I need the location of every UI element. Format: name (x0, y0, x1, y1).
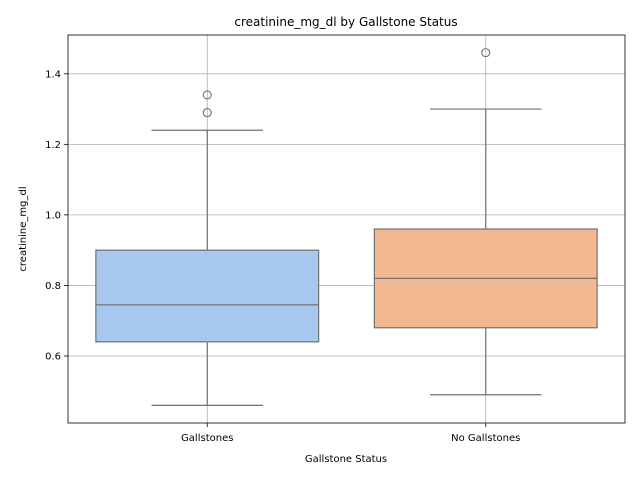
y-axis-label: creatinine_mg_dl (18, 186, 29, 271)
plot-frame (67, 34, 626, 424)
outlier-point (202, 90, 212, 100)
box-group-2 (373, 48, 598, 396)
y-tick-label: 0.6 (45, 351, 61, 362)
y-tick-label: 1.4 (45, 69, 61, 80)
y-tick-label: 1.2 (45, 140, 61, 151)
y-tick-label: 0.8 (45, 281, 61, 292)
outlier-point (481, 48, 491, 58)
x-axis-label: Gallstone Status (305, 454, 387, 465)
box-group-1 (95, 90, 320, 406)
outlier-point (202, 108, 212, 118)
y-tick-label: 1.0 (45, 210, 61, 221)
chart-title: creatinine_mg_dl by Gallstone Status (234, 15, 457, 29)
box-layer (95, 48, 598, 406)
axes: 0.6 0.8 1.0 1.2 1.4 Gallstones No Gallstones (45, 34, 626, 444)
x-tick-label: No Gallstones (451, 433, 520, 444)
x-tick-label: Gallstones (181, 433, 233, 444)
box (95, 249, 320, 343)
